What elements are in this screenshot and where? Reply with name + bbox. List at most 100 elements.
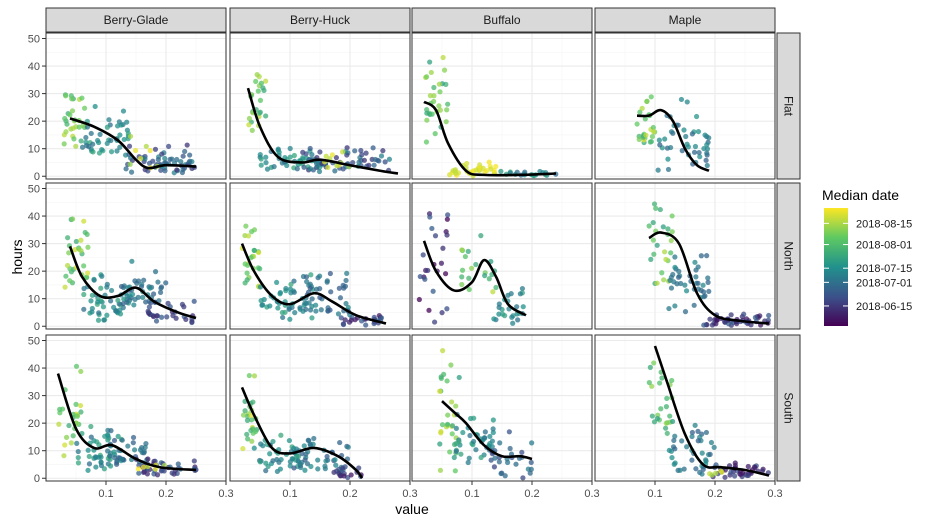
- data-point: [444, 107, 450, 113]
- data-point: [98, 462, 105, 469]
- data-point: [520, 304, 526, 310]
- data-point: [127, 161, 133, 167]
- data-point: [245, 262, 251, 268]
- data-point: [496, 459, 502, 465]
- y-tick-label: 10: [28, 446, 40, 458]
- data-point: [258, 162, 264, 168]
- data-point: [83, 134, 89, 141]
- data-point: [120, 108, 127, 114]
- x-tick-label: 0.1: [464, 488, 479, 500]
- row-strip: Flat: [776, 32, 801, 180]
- data-point: [78, 248, 84, 254]
- data-point: [324, 453, 330, 460]
- data-point: [299, 451, 305, 457]
- data-point: [498, 168, 504, 174]
- data-point: [137, 155, 144, 162]
- data-point: [695, 264, 701, 270]
- data-point: [466, 275, 472, 281]
- data-point: [505, 292, 511, 298]
- data-point: [651, 201, 658, 207]
- data-point: [182, 148, 188, 155]
- data-point: [153, 318, 160, 324]
- data-point: [471, 438, 477, 445]
- data-point: [711, 444, 717, 450]
- data-point: [703, 157, 709, 163]
- data-point: [338, 473, 344, 479]
- data-point: [704, 150, 710, 156]
- data-point: [108, 137, 114, 144]
- data-point: [145, 456, 151, 462]
- data-point: [63, 434, 70, 440]
- data-point: [443, 119, 449, 125]
- data-point: [462, 253, 468, 260]
- panel: [229, 32, 411, 180]
- y-tick-label: 20: [28, 116, 40, 128]
- data-point: [137, 447, 144, 453]
- data-point: [258, 156, 264, 162]
- data-point: [672, 446, 678, 452]
- data-point: [507, 445, 513, 452]
- column-strip-box: [45, 7, 227, 33]
- data-point: [246, 372, 252, 379]
- data-point: [707, 451, 713, 457]
- data-point: [427, 59, 433, 65]
- data-point: [248, 255, 254, 261]
- data-point: [63, 273, 69, 279]
- data-point: [702, 132, 708, 138]
- data-point: [644, 98, 650, 104]
- data-point: [287, 316, 293, 322]
- data-point: [131, 447, 138, 453]
- smooth-line: [240, 386, 364, 480]
- data-point: [61, 453, 67, 459]
- data-point: [732, 460, 738, 466]
- panel: [45, 182, 227, 330]
- y-tick-label: 0: [34, 171, 40, 183]
- data-point: [519, 449, 525, 455]
- data-point: [67, 278, 73, 284]
- x-tick-label: 0.3: [218, 488, 233, 500]
- data-point: [646, 379, 652, 386]
- data-point: [339, 149, 346, 155]
- data-point: [515, 317, 521, 323]
- y-tick-label: 30: [28, 89, 40, 101]
- data-point: [752, 464, 758, 471]
- data-point: [79, 144, 86, 150]
- data-point: [649, 413, 655, 419]
- data-point: [491, 464, 498, 470]
- data-point: [361, 157, 367, 163]
- data-point: [240, 412, 247, 418]
- data-point: [126, 143, 133, 149]
- data-point: [66, 250, 72, 256]
- data-point: [71, 136, 77, 142]
- data-point: [291, 278, 297, 284]
- data-point: [309, 303, 315, 309]
- data-point: [366, 162, 372, 168]
- data-point: [647, 364, 653, 370]
- data-point: [119, 437, 125, 443]
- data-point: [420, 252, 426, 258]
- data-point: [496, 304, 502, 311]
- data-point: [432, 233, 439, 239]
- data-point: [704, 162, 710, 169]
- data-point: [92, 103, 98, 110]
- data-point: [62, 442, 68, 448]
- data-point: [681, 466, 687, 472]
- data-point: [132, 147, 139, 154]
- data-point: [376, 158, 382, 164]
- data-point: [300, 149, 306, 155]
- data-point: [657, 206, 663, 213]
- data-point: [63, 129, 69, 135]
- data-point: [682, 282, 688, 288]
- panel-grid: [594, 335, 776, 481]
- data-point: [497, 440, 503, 446]
- data-point: [651, 419, 658, 425]
- data-point: [121, 136, 127, 143]
- data-point: [287, 154, 293, 160]
- y-tick-label: 30: [28, 239, 40, 251]
- smooth-line: [441, 400, 533, 461]
- data-point: [311, 435, 317, 442]
- data-point: [693, 466, 699, 472]
- data-point: [453, 403, 459, 409]
- data-point: [701, 294, 707, 300]
- data-point: [178, 159, 184, 165]
